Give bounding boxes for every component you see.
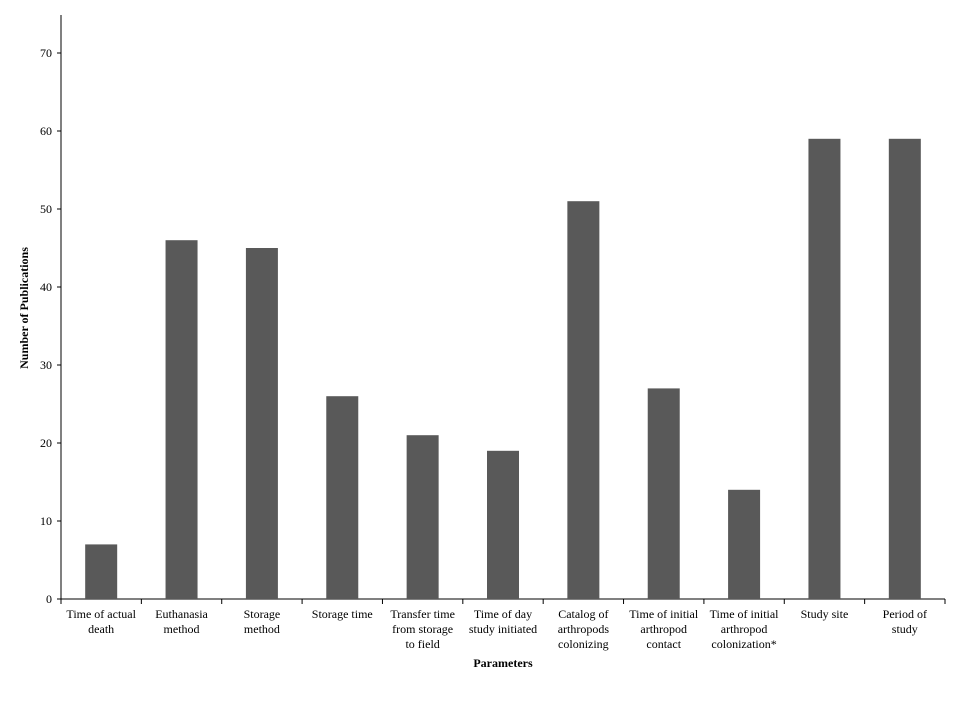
- y-axis: [57, 15, 62, 600]
- y-tick-label: 70: [40, 46, 52, 60]
- x-tick-label: Catalog of arthropods colonizing: [558, 607, 610, 651]
- x-tick-label: Transfer time from storage to field: [390, 607, 455, 651]
- y-axis-title: Number of Publications: [17, 247, 31, 369]
- bar: [888, 138, 921, 600]
- bars: [85, 138, 921, 600]
- bar: [245, 248, 278, 599]
- bar: [567, 201, 600, 599]
- bar: [728, 489, 761, 599]
- x-axis-title: Parameters: [473, 656, 533, 670]
- x-tick-label: Storage time: [312, 607, 373, 621]
- bar: [85, 544, 118, 599]
- bar: [406, 435, 439, 599]
- bar: [165, 240, 198, 599]
- x-tick-label: Study site: [801, 607, 849, 621]
- x-tick-label: Time of initial arthropod colonization*: [710, 607, 780, 651]
- bar: [808, 138, 841, 600]
- x-tick-labels: Time of actual death Euthanasia method Stora…: [66, 607, 927, 651]
- x-tick-label: Time of day study initiated: [469, 607, 537, 636]
- y-tick-label: 50: [40, 202, 52, 216]
- x-tick-label: Time of initial arthropod contact: [629, 607, 699, 651]
- y-tick-label: 0: [46, 592, 52, 606]
- bar: [487, 450, 519, 599]
- y-tick-label: 10: [40, 514, 52, 528]
- x-axis: [60, 598, 946, 604]
- x-tick-label: Time of actual death: [66, 607, 136, 636]
- y-tick-label: 40: [40, 280, 52, 294]
- y-tick-label: 30: [40, 358, 52, 372]
- x-tick-label: Storage method: [244, 607, 281, 636]
- y-tick-labels: 0 10 20 30 40 50 60 70: [40, 46, 52, 606]
- bar: [326, 396, 359, 599]
- x-tick-label: Euthanasia method: [155, 607, 208, 636]
- bar: [647, 388, 680, 599]
- x-tick-label: Period of study: [883, 607, 927, 636]
- y-tick-label: 60: [40, 124, 52, 138]
- y-tick-label: 20: [40, 436, 52, 450]
